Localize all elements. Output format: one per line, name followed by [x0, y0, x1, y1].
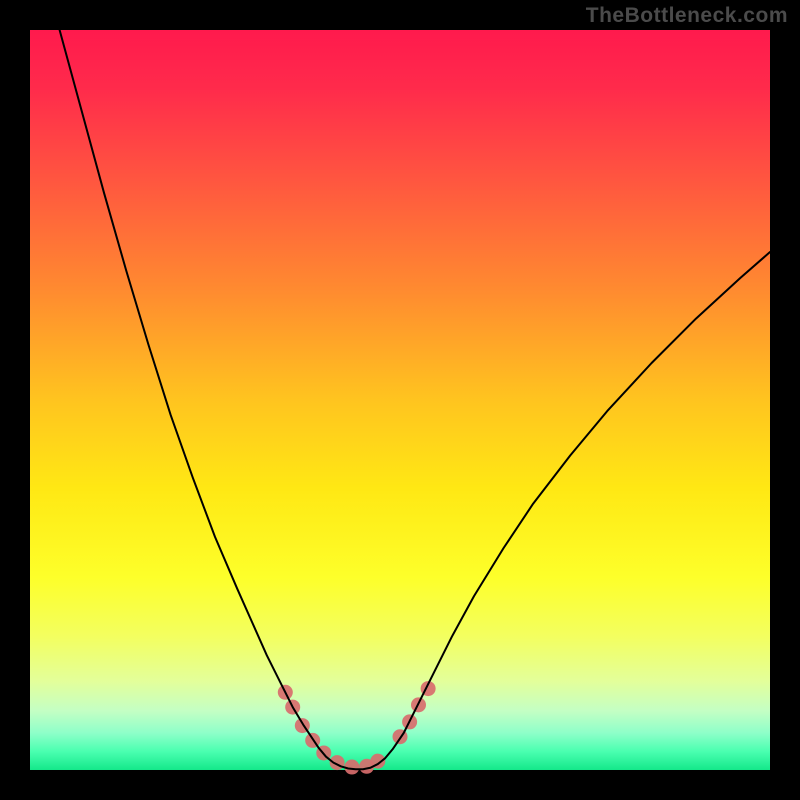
chart-svg	[30, 30, 770, 770]
chart-container: TheBottleneck.com	[0, 0, 800, 800]
watermark-text: TheBottleneck.com	[586, 4, 788, 28]
bottleneck-curve	[60, 30, 770, 769]
marker-layer	[278, 681, 436, 774]
plot-area	[30, 30, 770, 770]
